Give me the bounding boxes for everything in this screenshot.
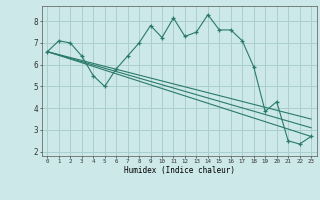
X-axis label: Humidex (Indice chaleur): Humidex (Indice chaleur) [124, 166, 235, 175]
